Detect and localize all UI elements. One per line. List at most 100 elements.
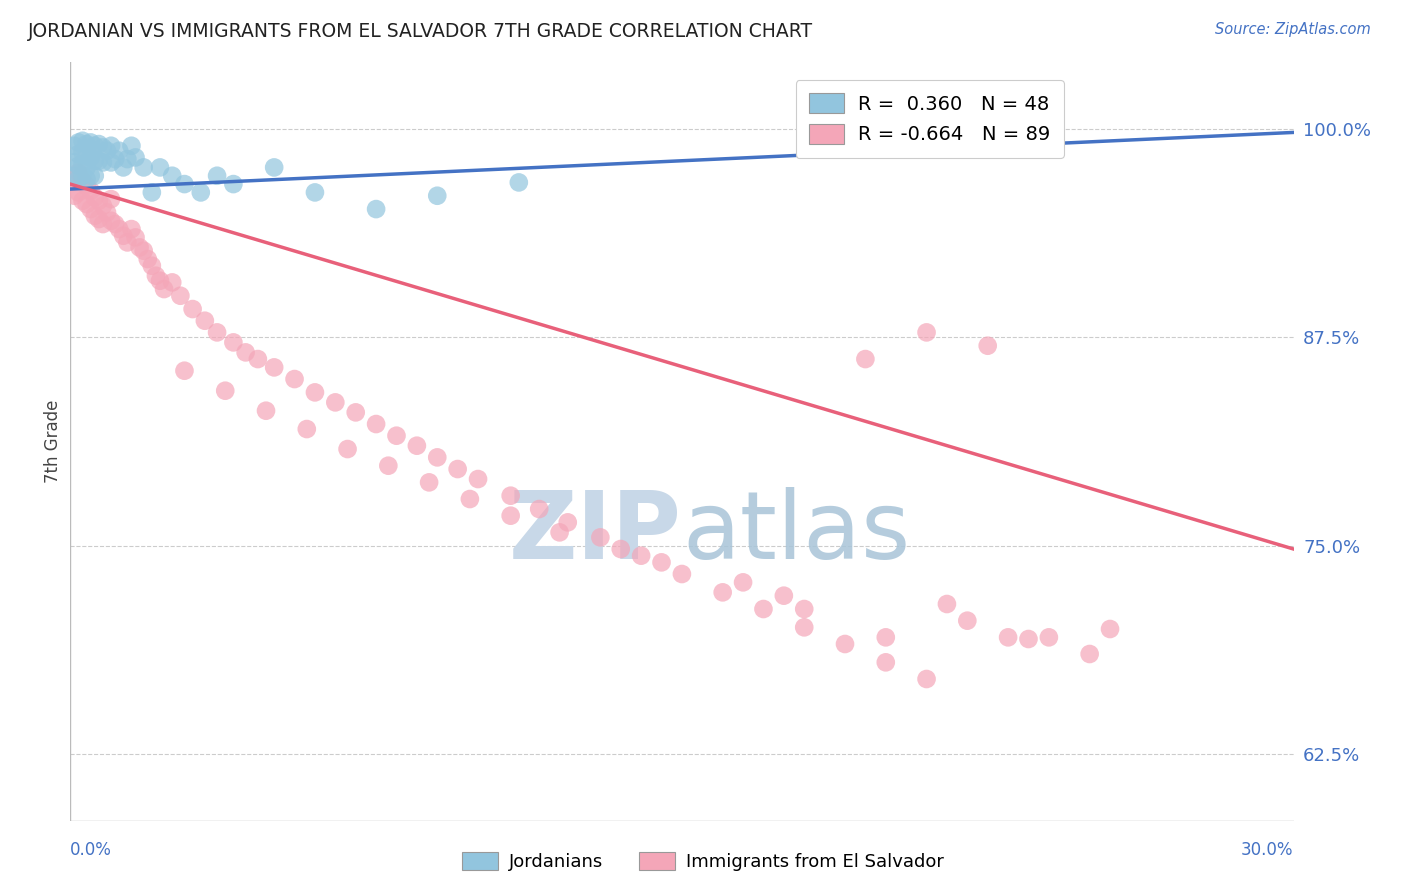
Point bbox=[366, 202, 388, 216]
Point bbox=[284, 372, 307, 386]
Point bbox=[136, 252, 159, 266]
Point bbox=[1038, 631, 1060, 645]
Point bbox=[141, 259, 163, 273]
Point bbox=[976, 339, 998, 353]
Text: JORDANIAN VS IMMIGRANTS FROM EL SALVADOR 7TH GRADE CORRELATION CHART: JORDANIAN VS IMMIGRANTS FROM EL SALVADOR… bbox=[28, 22, 813, 41]
Point bbox=[79, 202, 103, 216]
Point bbox=[67, 165, 90, 179]
Point bbox=[83, 153, 105, 168]
Point bbox=[956, 122, 979, 136]
Text: 30.0%: 30.0% bbox=[1241, 840, 1294, 859]
Point bbox=[875, 656, 897, 670]
Point bbox=[104, 217, 127, 231]
Point bbox=[630, 549, 652, 563]
Point bbox=[205, 169, 228, 183]
Point bbox=[190, 186, 212, 200]
Point bbox=[132, 244, 155, 258]
Point bbox=[145, 268, 167, 283]
Point bbox=[194, 314, 217, 328]
Point bbox=[336, 442, 359, 456]
Point bbox=[104, 152, 127, 166]
Point bbox=[72, 169, 94, 183]
Point bbox=[222, 177, 245, 191]
Point bbox=[76, 178, 98, 193]
Point bbox=[124, 150, 146, 164]
Point bbox=[149, 274, 172, 288]
Point bbox=[87, 137, 110, 152]
Point bbox=[132, 161, 155, 175]
Text: ZIP: ZIP bbox=[509, 486, 682, 579]
Point bbox=[304, 186, 326, 200]
Point bbox=[366, 417, 388, 431]
Point bbox=[67, 172, 90, 186]
Point bbox=[254, 403, 277, 417]
Point bbox=[875, 631, 897, 645]
Point bbox=[915, 672, 938, 686]
Point bbox=[91, 217, 114, 231]
Point bbox=[79, 150, 103, 164]
Legend: R =  0.360   N = 48, R = -0.664   N = 89: R = 0.360 N = 48, R = -0.664 N = 89 bbox=[796, 79, 1063, 158]
Point bbox=[323, 395, 347, 409]
Point bbox=[83, 190, 105, 204]
Point bbox=[63, 155, 86, 169]
Point bbox=[1099, 622, 1122, 636]
Point bbox=[63, 188, 86, 202]
Point bbox=[76, 172, 98, 186]
Text: atlas: atlas bbox=[682, 486, 910, 579]
Point bbox=[100, 155, 122, 169]
Point bbox=[162, 276, 183, 290]
Point bbox=[121, 138, 143, 153]
Point bbox=[222, 335, 245, 350]
Point bbox=[295, 422, 318, 436]
Point bbox=[793, 602, 815, 616]
Point bbox=[205, 326, 228, 340]
Point bbox=[447, 462, 470, 476]
Point bbox=[83, 138, 105, 153]
Point bbox=[304, 385, 326, 400]
Point bbox=[124, 230, 146, 244]
Point bbox=[79, 184, 103, 198]
Point bbox=[499, 489, 522, 503]
Point bbox=[499, 508, 522, 523]
Point bbox=[246, 352, 269, 367]
Point bbox=[87, 153, 110, 168]
Point bbox=[915, 326, 938, 340]
Point bbox=[72, 134, 94, 148]
Point bbox=[79, 136, 103, 150]
Point bbox=[79, 169, 103, 183]
Point bbox=[72, 174, 94, 188]
Point bbox=[557, 516, 579, 530]
Point bbox=[458, 491, 481, 506]
Point bbox=[418, 475, 440, 490]
Point bbox=[650, 555, 672, 569]
Point bbox=[117, 152, 139, 166]
Point bbox=[169, 289, 191, 303]
Point bbox=[72, 194, 94, 208]
Point bbox=[67, 136, 90, 150]
Point bbox=[426, 188, 449, 202]
Legend: Jordanians, Immigrants from El Salvador: Jordanians, Immigrants from El Salvador bbox=[454, 845, 952, 879]
Point bbox=[173, 364, 195, 378]
Point bbox=[112, 161, 135, 175]
Point bbox=[1018, 632, 1040, 646]
Point bbox=[76, 149, 98, 163]
Point bbox=[100, 192, 122, 206]
Point bbox=[72, 157, 94, 171]
Point bbox=[96, 144, 118, 158]
Point bbox=[936, 597, 959, 611]
Point bbox=[63, 172, 86, 186]
Text: Source: ZipAtlas.com: Source: ZipAtlas.com bbox=[1215, 22, 1371, 37]
Point bbox=[100, 138, 122, 153]
Point bbox=[63, 138, 86, 153]
Point bbox=[96, 205, 118, 219]
Point bbox=[385, 428, 408, 442]
Point bbox=[834, 637, 856, 651]
Point bbox=[610, 541, 633, 556]
Point bbox=[100, 213, 122, 227]
Point bbox=[141, 186, 163, 200]
Point bbox=[83, 169, 105, 183]
Point bbox=[67, 186, 90, 200]
Point bbox=[1078, 647, 1101, 661]
Text: 0.0%: 0.0% bbox=[70, 840, 112, 859]
Point bbox=[344, 405, 367, 419]
